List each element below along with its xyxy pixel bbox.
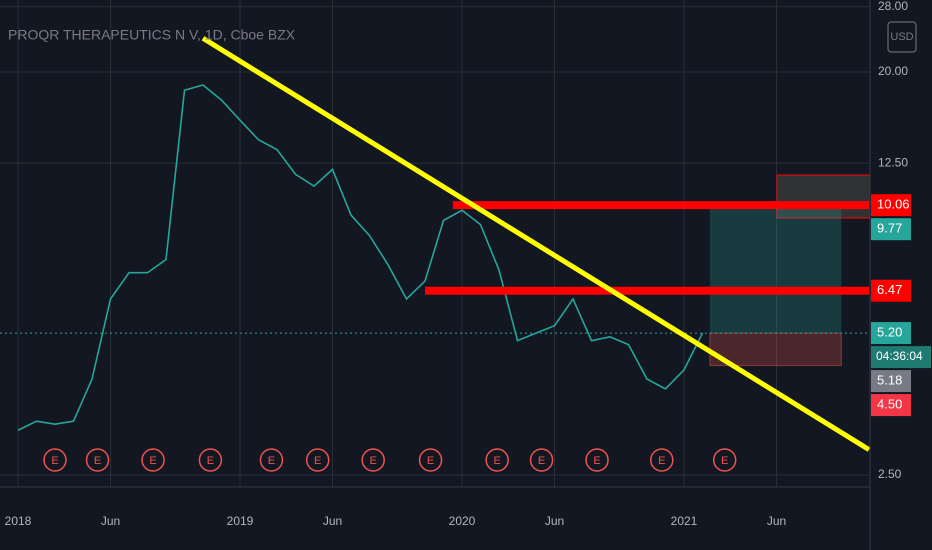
earnings-label: E [721, 455, 728, 467]
price-tag-label: 5.20 [877, 325, 902, 340]
grid [0, 0, 870, 487]
y-tick-label: 20.00 [878, 64, 908, 78]
earnings-marker [529, 448, 554, 472]
earnings-label: E [538, 455, 545, 467]
price-tag-label: 4.50 [877, 397, 902, 412]
price-line [17, 84, 704, 431]
earnings-marker [712, 448, 737, 472]
currency-button[interactable] [887, 21, 917, 53]
price-tag [871, 194, 911, 217]
price-tag [871, 322, 911, 345]
x-tick-label: Jun [101, 514, 120, 528]
x-tick-label: 2020 [449, 514, 476, 528]
earnings-marker [418, 448, 443, 472]
y-tick-label: 12.50 [878, 155, 908, 169]
earnings-marker [43, 448, 67, 472]
countdown-label: 04:36:04 [876, 349, 923, 363]
earnings-label: E [370, 455, 377, 467]
currency-label[interactable]: USD [890, 31, 913, 43]
earnings-label: E [51, 455, 58, 467]
price-tag [871, 279, 911, 302]
x-tick-label: 2019 [227, 514, 254, 528]
earnings-marker [141, 448, 165, 472]
earnings-label: E [493, 455, 500, 467]
x-tick-label: Jun [545, 514, 564, 528]
earnings-marker [85, 448, 110, 472]
y-tick-label: 2.50 [878, 467, 902, 481]
earnings-marker [305, 448, 330, 472]
price-tag [871, 394, 911, 417]
earnings-label: E [149, 455, 156, 467]
x-tick-label: Jun [767, 514, 786, 528]
price-tag-label: 10.06 [877, 197, 910, 212]
earnings-label: E [94, 455, 101, 467]
price-tag [871, 370, 911, 393]
earnings-label: E [658, 455, 665, 467]
target-zone [709, 205, 842, 334]
earnings-label: E [268, 455, 275, 467]
earnings-label: E [593, 455, 600, 467]
earnings-label: E [207, 455, 214, 467]
earnings-label: E [314, 455, 321, 467]
price-tag-label: 9.77 [877, 221, 902, 236]
symbol-title: PROQR THERAPEUTICS N V, 1D, Cboe BZX [8, 27, 296, 43]
price-tag [871, 218, 911, 241]
earnings-marker [198, 448, 223, 472]
earnings-marker [259, 448, 284, 472]
earnings-marker [361, 448, 385, 472]
earnings-marker [585, 448, 609, 472]
trend-line [201, 36, 871, 452]
x-tick-label: 2021 [671, 514, 698, 528]
earnings-marker [650, 448, 674, 472]
box-drawing [776, 174, 871, 219]
countdown-tag [871, 346, 931, 369]
earnings-label: E [427, 455, 434, 467]
x-tick-label: Jun [323, 514, 342, 528]
price-tag-label: 5.18 [877, 373, 902, 388]
x-tick-label: 2018 [5, 514, 32, 528]
earnings-marker [485, 448, 509, 472]
y-tick-label: 28.00 [878, 0, 908, 13]
price-tag-label: 6.47 [877, 282, 902, 297]
